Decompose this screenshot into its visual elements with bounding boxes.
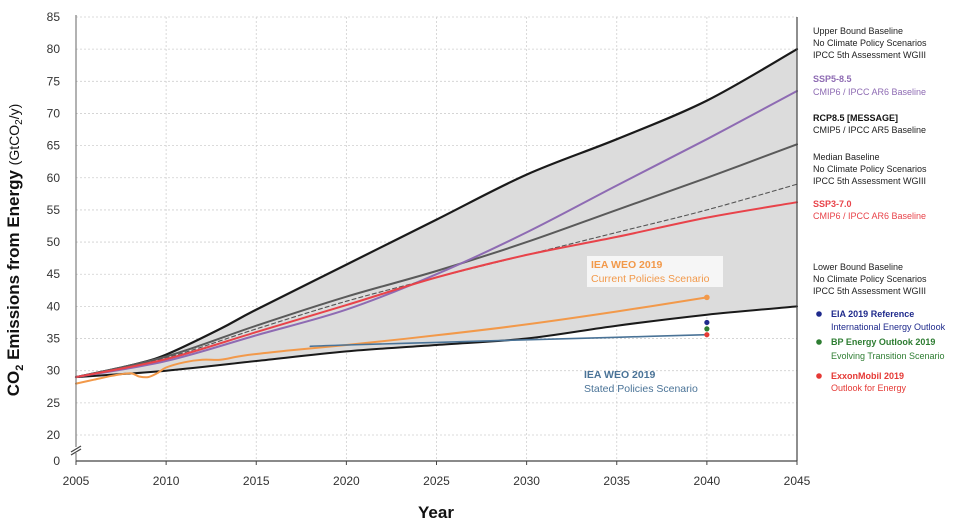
series-line-upper: [74, 48, 799, 379]
series-line-weo_stated: [309, 333, 708, 348]
annotation-ssp370: SSP3-7.0 CMIP6 / IPCC AR6 Baseline: [813, 199, 926, 221]
y-tick-label: 40: [47, 299, 61, 313]
annotation-line: No Climate Policy Scenarios: [813, 38, 927, 48]
annotation-line: SSP5-8.5: [813, 74, 852, 84]
y-tick-label: 55: [47, 203, 61, 217]
annotation-line: Upper Bound Baseline: [813, 26, 903, 36]
annotation-median: Median Baseline No Climate Policy Scenari…: [813, 152, 927, 186]
x-tick-label: 2040: [694, 474, 721, 488]
annotation-line: IPCC 5th Assessment WGIII: [813, 50, 926, 60]
y-tick-label: 35: [47, 332, 61, 346]
y-tick-label: 70: [47, 106, 61, 120]
annotation-upper: Upper Bound Baseline No Climate Policy Sc…: [813, 26, 927, 60]
axis-break-mark: [70, 445, 82, 453]
x-tick-label: 2020: [333, 474, 360, 488]
series-line-ssp585: [75, 90, 798, 379]
callout-weo_current: IEA WEO 2019 Current Policies Scenario: [587, 256, 723, 287]
y-axis-title: CO2 Emissions from Energy (GtCO2/y): [4, 104, 26, 397]
annotation-line: EIA 2019 Reference: [831, 309, 914, 319]
annotation-eia: EIA 2019 Reference International Energy O…: [816, 309, 946, 332]
annotation-rcp85: RCP8.5 [MESSAGE] CMIP5 / IPCC AR5 Baselin…: [813, 113, 926, 135]
y-tick-label: 0: [53, 454, 60, 468]
annotation-line: Lower Bound Baseline: [813, 262, 903, 272]
y-tick-label: 25: [47, 396, 61, 410]
annotation-line: CMIP6 / IPCC AR6 Baseline: [813, 211, 926, 221]
marker-points: [704, 294, 710, 338]
annotation-line: No Climate Policy Scenarios: [813, 164, 927, 174]
y-tick-label: 50: [47, 235, 61, 249]
point-exxon: [704, 332, 710, 338]
y-tick-label: 85: [47, 10, 61, 24]
annotation-line: No Climate Policy Scenarios: [813, 274, 927, 284]
series-line-lower: [75, 305, 798, 379]
callout-line: Stated Policies Scenario: [584, 383, 698, 395]
point-bp: [704, 326, 710, 332]
x-tick-label: 2035: [603, 474, 630, 488]
annotation-bullet: [816, 373, 822, 379]
y-tick-label: 65: [47, 139, 61, 153]
annotation-line: Median Baseline: [813, 152, 880, 162]
baseline-range-band: [76, 49, 797, 378]
series-line-median: [75, 143, 798, 379]
axis-break-gap: [70, 447, 82, 453]
annotation-exxon: ExxonMobil 2019 Outlook for Energy: [816, 371, 907, 393]
point-eia: [704, 319, 710, 326]
x-tick-label: 2005: [63, 474, 90, 488]
baseline-range-fill: [76, 49, 797, 378]
callout-line: Current Policies Scenario: [591, 273, 710, 285]
annotation-line: IPCC 5th Assessment WGIII: [813, 176, 926, 186]
annotation-bullet: [816, 339, 822, 345]
x-tick-label: 2045: [784, 474, 811, 488]
annotation-line: CMIP6 / IPCC AR6 Baseline: [813, 87, 926, 97]
annotation-line: RCP8.5 [MESSAGE]: [813, 113, 898, 123]
callout-line: IEA WEO 2019: [584, 369, 656, 381]
x-tick-label: 2025: [423, 474, 450, 488]
annotation-line: International Energy Outlook: [831, 322, 946, 332]
y-tick-label: 60: [47, 171, 61, 185]
annotation-line: IPCC 5th Assessment WGIII: [813, 286, 926, 296]
y-tick-label: 80: [47, 42, 61, 56]
annotation-line: SSP3-7.0: [813, 199, 852, 209]
right-annotations: Upper Bound Baseline No Climate Policy Sc…: [813, 26, 946, 393]
series-lines: [74, 48, 799, 385]
x-tick-label: 2015: [243, 474, 270, 488]
y-tick-label: 45: [47, 267, 61, 281]
annotation-line: BP Energy Outlook 2019: [831, 337, 935, 347]
annotation-lower: Lower Bound Baseline No Climate Policy Sc…: [813, 262, 927, 296]
y-tick-label: 30: [47, 364, 61, 378]
annotation-line: Outlook for Energy: [831, 383, 907, 393]
annotation-bullet: [816, 311, 822, 317]
callout-line: IEA WEO 2019: [591, 259, 663, 271]
annotation-ssp585: SSP5-8.5 CMIP6 / IPCC AR6 Baseline: [813, 74, 926, 97]
annotation-line: Evolving Transition Scenario: [831, 351, 945, 361]
series-line-weo_current: [75, 296, 708, 385]
x-tick-label: 2030: [513, 474, 540, 488]
y-tick-label: 20: [47, 428, 61, 442]
y-tick-label: 75: [47, 74, 61, 88]
x-tick-label: 2010: [153, 474, 180, 488]
point-weo_current_end: [704, 294, 710, 301]
x-tick-labels: 2005 2010 2015 2020 2025 2030 2035 2040 2045: [63, 461, 811, 488]
series-line-ssp370: [75, 201, 798, 379]
annotation-bp: BP Energy Outlook 2019 Evolving Transitio…: [816, 337, 945, 361]
annotation-line: CMIP5 / IPCC AR5 Baseline: [813, 125, 926, 135]
y-tick-labels: 0 20 25 30 35 40 45 50 55 60 65 70 75 80 85: [47, 10, 61, 468]
callout-weo_stated: IEA WEO 2019 Stated Policies Scenario: [584, 369, 698, 395]
x-axis-title: Year: [418, 503, 454, 522]
axis-break-mark: [70, 448, 82, 456]
annotation-line: ExxonMobil 2019: [831, 371, 904, 381]
callout-background: [587, 256, 723, 287]
